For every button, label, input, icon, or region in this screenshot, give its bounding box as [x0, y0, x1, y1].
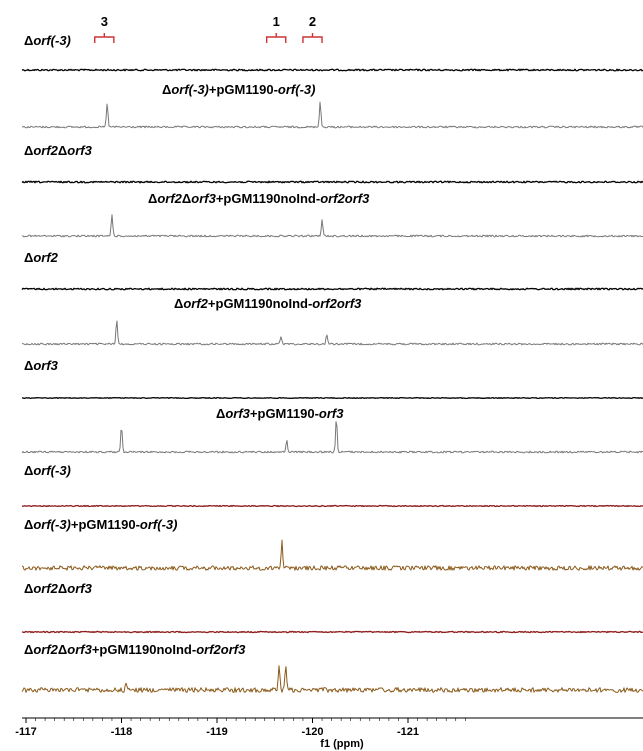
spectrum-trace	[21, 504, 643, 508]
peak-markers: 3 1 2	[94, 14, 323, 43]
spectrum-trace	[21, 180, 643, 184]
x-axis: -117 -118 -119 -120 -121	[15, 717, 643, 738]
x-axis-title: f1 (ppm)	[320, 738, 364, 750]
spectrum-trace	[21, 539, 643, 571]
series-label: Δorf2Δorf3+pGM1190noInd-orf2orf3	[24, 642, 246, 657]
series-label: Δorf2Δorf3	[24, 143, 93, 158]
peak-marker-bracket	[265, 33, 287, 43]
series-label: Δorf2+pGM1190noInd-orf2orf3	[174, 296, 362, 311]
peak-marker-3: 3	[94, 14, 115, 43]
series-label: Δorf3+pGM1190-orf3	[216, 406, 344, 421]
spectrum-trace	[21, 665, 643, 693]
spectrum-trace	[21, 630, 643, 634]
peak-marker-number: 3	[101, 14, 108, 29]
spectrum-traces	[21, 68, 643, 693]
series-labels: Δorf(-3)Δorf(-3)+pGM1190-orf(-3)Δorf2Δor…	[24, 33, 370, 657]
x-tick-label: -119	[206, 726, 227, 738]
series-label: Δorf(-3)	[24, 463, 71, 478]
series-label: Δorf2	[24, 250, 59, 265]
peak-marker-2: 2	[302, 14, 323, 43]
x-tick-label: -117	[15, 726, 36, 738]
spectrum-trace	[21, 421, 643, 454]
peak-marker-number: 1	[273, 14, 280, 29]
spectrum-trace	[21, 101, 643, 129]
series-label: Δorf(-3)	[24, 33, 71, 48]
peak-marker-bracket	[94, 33, 115, 43]
spectrum-trace	[21, 320, 643, 346]
series-label: Δorf(-3)+pGM1190-orf(-3)	[162, 82, 315, 97]
peak-marker-bracket	[302, 33, 323, 43]
spectrum-trace	[21, 68, 643, 72]
series-label: Δorf2Δorf3	[24, 581, 93, 596]
series-label: Δorf2Δorf3+pGM1190noInd-orf2orf3	[148, 191, 370, 206]
spectrum-trace	[21, 396, 643, 400]
spectrum-trace	[21, 287, 643, 291]
x-tick-label: -120	[301, 726, 323, 738]
series-label: Δorf(-3)+pGM1190-orf(-3)	[24, 517, 177, 532]
peak-marker-1: 1	[265, 14, 287, 43]
x-tick-label: -118	[111, 726, 132, 738]
series-label: Δorf3	[24, 358, 59, 373]
peak-marker-number: 2	[309, 14, 316, 29]
x-tick-label: -121	[397, 726, 419, 738]
spectrum-trace	[21, 214, 643, 238]
